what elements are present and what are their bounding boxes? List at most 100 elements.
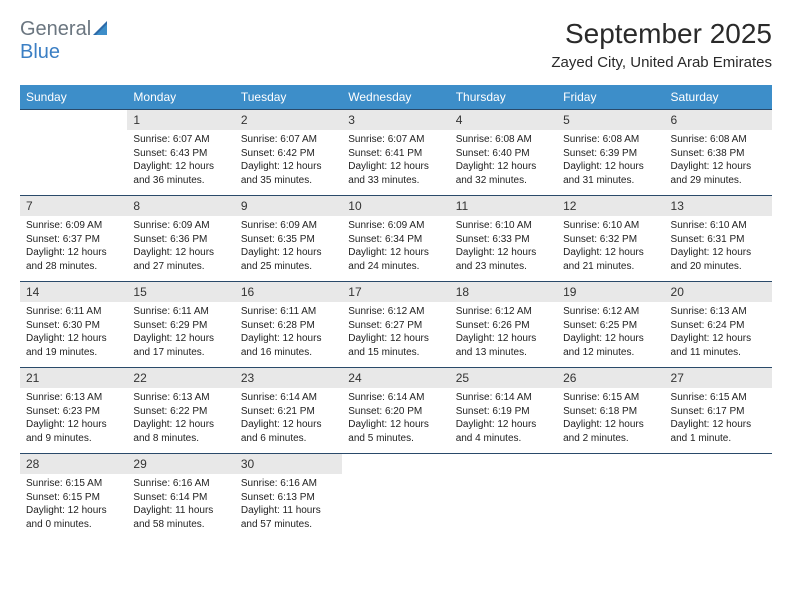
daylight-text: and 11 minutes. <box>671 346 766 360</box>
weekday-header: Wednesday <box>342 85 449 110</box>
daylight-text: Daylight: 12 hours <box>456 332 551 346</box>
header: General Blue September 2025 Zayed City, … <box>20 18 772 71</box>
sunset-text: Sunset: 6:27 PM <box>348 319 443 333</box>
day-cell: Sunrise: 6:14 AMSunset: 6:19 PMDaylight:… <box>450 388 557 454</box>
day-cell <box>557 474 664 539</box>
daylight-text: and 36 minutes. <box>133 174 228 188</box>
daylight-text: and 57 minutes. <box>241 518 336 532</box>
day-content-row: Sunrise: 6:07 AMSunset: 6:43 PMDaylight:… <box>20 130 772 196</box>
sunrise-text: Sunrise: 6:08 AM <box>456 133 551 147</box>
weekday-header: Thursday <box>450 85 557 110</box>
day-number: 3 <box>342 110 449 131</box>
daylight-text: Daylight: 12 hours <box>456 160 551 174</box>
day-number <box>342 454 449 475</box>
day-number: 27 <box>665 368 772 389</box>
daylight-text: Daylight: 12 hours <box>241 418 336 432</box>
daylight-text: Daylight: 12 hours <box>348 332 443 346</box>
sunrise-text: Sunrise: 6:16 AM <box>133 477 228 491</box>
day-number: 7 <box>20 196 127 217</box>
sunset-text: Sunset: 6:33 PM <box>456 233 551 247</box>
sunset-text: Sunset: 6:35 PM <box>241 233 336 247</box>
sunrise-text: Sunrise: 6:11 AM <box>26 305 121 319</box>
sunrise-text: Sunrise: 6:12 AM <box>563 305 658 319</box>
weekday-header: Saturday <box>665 85 772 110</box>
day-cell: Sunrise: 6:10 AMSunset: 6:31 PMDaylight:… <box>665 216 772 282</box>
sunrise-text: Sunrise: 6:12 AM <box>456 305 551 319</box>
day-number: 15 <box>127 282 234 303</box>
sunrise-text: Sunrise: 6:12 AM <box>348 305 443 319</box>
day-number: 12 <box>557 196 664 217</box>
daylight-text: and 17 minutes. <box>133 346 228 360</box>
day-cell: Sunrise: 6:16 AMSunset: 6:13 PMDaylight:… <box>235 474 342 539</box>
day-number <box>665 454 772 475</box>
title-block: September 2025 Zayed City, United Arab E… <box>551 18 772 71</box>
day-cell: Sunrise: 6:13 AMSunset: 6:22 PMDaylight:… <box>127 388 234 454</box>
daylight-text: Daylight: 12 hours <box>563 332 658 346</box>
day-number: 24 <box>342 368 449 389</box>
daylight-text: and 5 minutes. <box>348 432 443 446</box>
daylight-text: and 33 minutes. <box>348 174 443 188</box>
sunrise-text: Sunrise: 6:08 AM <box>563 133 658 147</box>
day-number: 9 <box>235 196 342 217</box>
daylight-text: and 20 minutes. <box>671 260 766 274</box>
day-cell <box>665 474 772 539</box>
sunset-text: Sunset: 6:28 PM <box>241 319 336 333</box>
day-number <box>450 454 557 475</box>
daylight-text: Daylight: 12 hours <box>348 160 443 174</box>
day-cell: Sunrise: 6:07 AMSunset: 6:42 PMDaylight:… <box>235 130 342 196</box>
sunrise-text: Sunrise: 6:15 AM <box>563 391 658 405</box>
daylight-text: Daylight: 12 hours <box>26 504 121 518</box>
sunset-text: Sunset: 6:13 PM <box>241 491 336 505</box>
day-number: 16 <box>235 282 342 303</box>
daylight-text: Daylight: 12 hours <box>348 418 443 432</box>
daylight-text: Daylight: 11 hours <box>133 504 228 518</box>
daylight-text: Daylight: 12 hours <box>133 332 228 346</box>
day-number: 20 <box>665 282 772 303</box>
day-content-row: Sunrise: 6:15 AMSunset: 6:15 PMDaylight:… <box>20 474 772 539</box>
day-number: 17 <box>342 282 449 303</box>
day-number: 25 <box>450 368 557 389</box>
day-cell: Sunrise: 6:08 AMSunset: 6:40 PMDaylight:… <box>450 130 557 196</box>
weekday-header: Sunday <box>20 85 127 110</box>
daylight-text: and 8 minutes. <box>133 432 228 446</box>
sunset-text: Sunset: 6:42 PM <box>241 147 336 161</box>
sunrise-text: Sunrise: 6:15 AM <box>671 391 766 405</box>
sunset-text: Sunset: 6:22 PM <box>133 405 228 419</box>
day-cell: Sunrise: 6:14 AMSunset: 6:21 PMDaylight:… <box>235 388 342 454</box>
day-number <box>557 454 664 475</box>
day-cell: Sunrise: 6:12 AMSunset: 6:25 PMDaylight:… <box>557 302 664 368</box>
daylight-text: and 31 minutes. <box>563 174 658 188</box>
daylight-text: and 27 minutes. <box>133 260 228 274</box>
sunset-text: Sunset: 6:41 PM <box>348 147 443 161</box>
sunrise-text: Sunrise: 6:13 AM <box>671 305 766 319</box>
sunset-text: Sunset: 6:29 PM <box>133 319 228 333</box>
day-number: 22 <box>127 368 234 389</box>
sunrise-text: Sunrise: 6:15 AM <box>26 477 121 491</box>
daylight-text: and 28 minutes. <box>26 260 121 274</box>
day-cell: Sunrise: 6:11 AMSunset: 6:29 PMDaylight:… <box>127 302 234 368</box>
day-number: 2 <box>235 110 342 131</box>
daylight-text: Daylight: 12 hours <box>133 160 228 174</box>
sunset-text: Sunset: 6:20 PM <box>348 405 443 419</box>
sunrise-text: Sunrise: 6:07 AM <box>241 133 336 147</box>
sunset-text: Sunset: 6:26 PM <box>456 319 551 333</box>
daylight-text: Daylight: 12 hours <box>348 246 443 260</box>
daylight-text: and 2 minutes. <box>563 432 658 446</box>
daylight-text: and 32 minutes. <box>456 174 551 188</box>
sunset-text: Sunset: 6:40 PM <box>456 147 551 161</box>
sunrise-text: Sunrise: 6:07 AM <box>348 133 443 147</box>
day-cell: Sunrise: 6:11 AMSunset: 6:28 PMDaylight:… <box>235 302 342 368</box>
location: Zayed City, United Arab Emirates <box>551 54 772 71</box>
sunrise-text: Sunrise: 6:11 AM <box>241 305 336 319</box>
daylight-text: and 6 minutes. <box>241 432 336 446</box>
daylight-text: Daylight: 12 hours <box>241 246 336 260</box>
day-cell: Sunrise: 6:07 AMSunset: 6:43 PMDaylight:… <box>127 130 234 196</box>
sunset-text: Sunset: 6:43 PM <box>133 147 228 161</box>
daylight-text: and 24 minutes. <box>348 260 443 274</box>
daylight-text: Daylight: 12 hours <box>671 160 766 174</box>
sunrise-text: Sunrise: 6:10 AM <box>671 219 766 233</box>
daylight-text: Daylight: 12 hours <box>133 246 228 260</box>
sunset-text: Sunset: 6:14 PM <box>133 491 228 505</box>
day-cell: Sunrise: 6:11 AMSunset: 6:30 PMDaylight:… <box>20 302 127 368</box>
weekday-header: Monday <box>127 85 234 110</box>
